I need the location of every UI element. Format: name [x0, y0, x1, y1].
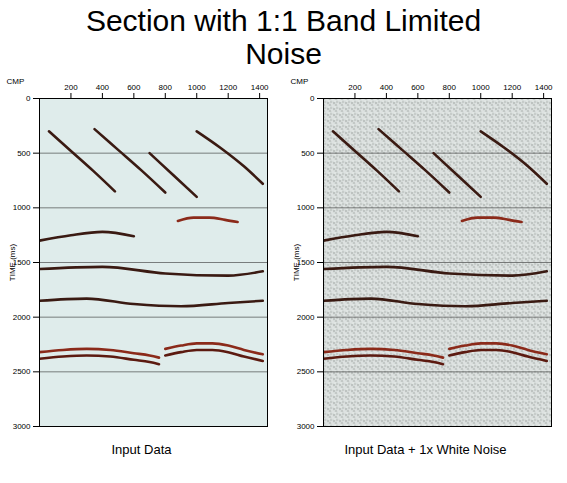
svg-text:0: 0 — [310, 94, 315, 103]
svg-text:TIME (ms): TIME (ms) — [8, 244, 17, 282]
svg-text:1000: 1000 — [471, 83, 489, 92]
svg-text:600: 600 — [411, 83, 425, 92]
svg-text:1000: 1000 — [187, 83, 205, 92]
svg-text:2500: 2500 — [12, 367, 30, 376]
svg-text:1200: 1200 — [219, 83, 237, 92]
svg-text:400: 400 — [95, 83, 109, 92]
svg-text:3000: 3000 — [12, 422, 30, 431]
svg-text:3000: 3000 — [296, 422, 314, 431]
svg-text:1000: 1000 — [296, 203, 314, 212]
svg-text:TIME (ms): TIME (ms) — [292, 244, 301, 282]
svg-text:2000: 2000 — [12, 313, 30, 322]
svg-text:2500: 2500 — [296, 367, 314, 376]
svg-text:CMP: CMP — [290, 77, 308, 86]
svg-text:1500: 1500 — [12, 258, 30, 268]
svg-text:400: 400 — [379, 83, 393, 92]
svg-text:1500: 1500 — [296, 258, 314, 268]
svg-text:800: 800 — [442, 83, 456, 92]
svg-text:800: 800 — [158, 83, 172, 92]
html-text:Noise: Noise — [245, 37, 322, 70]
svg-text:1000: 1000 — [12, 203, 30, 212]
svg-text:0: 0 — [26, 94, 31, 103]
svg-text:1400: 1400 — [250, 83, 268, 92]
svg-text:200: 200 — [64, 83, 78, 92]
svg-text:500: 500 — [301, 149, 315, 158]
html-text:Input Data + 1x White Noise: Input Data + 1x White Noise — [344, 442, 507, 457]
html-text:Section with 1:1 Band Limited: Section with 1:1 Band Limited — [85, 4, 482, 37]
svg-text:CMP: CMP — [6, 77, 24, 86]
svg-text:2000: 2000 — [296, 313, 314, 322]
svg-text:600: 600 — [127, 83, 141, 92]
svg-text:1400: 1400 — [534, 83, 552, 92]
html-text:Input Data: Input Data — [111, 442, 172, 457]
svg-text:500: 500 — [17, 149, 31, 158]
svg-text:200: 200 — [348, 83, 362, 92]
svg-text:1200: 1200 — [503, 83, 521, 92]
